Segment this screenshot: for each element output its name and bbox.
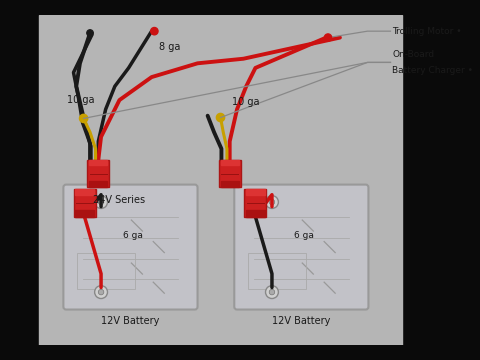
Text: 10 ga: 10 ga bbox=[232, 97, 260, 107]
Bar bbox=[87, 160, 109, 187]
Circle shape bbox=[269, 289, 275, 295]
Text: On-Board: On-Board bbox=[392, 50, 434, 59]
Bar bbox=[75, 189, 94, 195]
Bar bbox=[0, 15, 38, 345]
FancyBboxPatch shape bbox=[234, 185, 369, 310]
Bar bbox=[73, 189, 96, 217]
Text: 6 ga: 6 ga bbox=[123, 231, 143, 240]
Text: Trolling Motor •: Trolling Motor • bbox=[392, 27, 462, 36]
Bar bbox=[75, 210, 94, 217]
Text: 12V Battery: 12V Battery bbox=[272, 316, 331, 326]
Circle shape bbox=[98, 289, 104, 295]
Bar bbox=[248, 253, 306, 289]
Circle shape bbox=[87, 30, 93, 36]
FancyBboxPatch shape bbox=[63, 185, 198, 310]
Text: 12V Battery: 12V Battery bbox=[101, 316, 160, 326]
Circle shape bbox=[324, 34, 332, 41]
Bar bbox=[77, 253, 135, 289]
Text: 24V Series: 24V Series bbox=[94, 195, 145, 205]
Circle shape bbox=[269, 199, 275, 205]
Bar bbox=[402, 15, 441, 345]
Text: Battery Charger •: Battery Charger • bbox=[392, 66, 473, 75]
Circle shape bbox=[151, 27, 158, 35]
Bar bbox=[219, 160, 240, 187]
Bar bbox=[246, 189, 264, 195]
Circle shape bbox=[216, 113, 225, 122]
Bar bbox=[220, 160, 239, 165]
Bar bbox=[246, 210, 264, 217]
Bar bbox=[220, 181, 239, 187]
Bar bbox=[89, 181, 108, 187]
Circle shape bbox=[80, 114, 88, 122]
Circle shape bbox=[265, 195, 278, 208]
Text: 8 ga: 8 ga bbox=[159, 41, 180, 51]
Bar bbox=[38, 15, 402, 345]
Circle shape bbox=[265, 285, 278, 298]
Circle shape bbox=[95, 285, 108, 298]
Text: 10 ga: 10 ga bbox=[67, 95, 95, 105]
Bar bbox=[244, 189, 266, 217]
Circle shape bbox=[95, 195, 108, 208]
Circle shape bbox=[98, 199, 104, 205]
Text: 6 ga: 6 ga bbox=[294, 231, 314, 240]
Bar bbox=[89, 160, 108, 165]
